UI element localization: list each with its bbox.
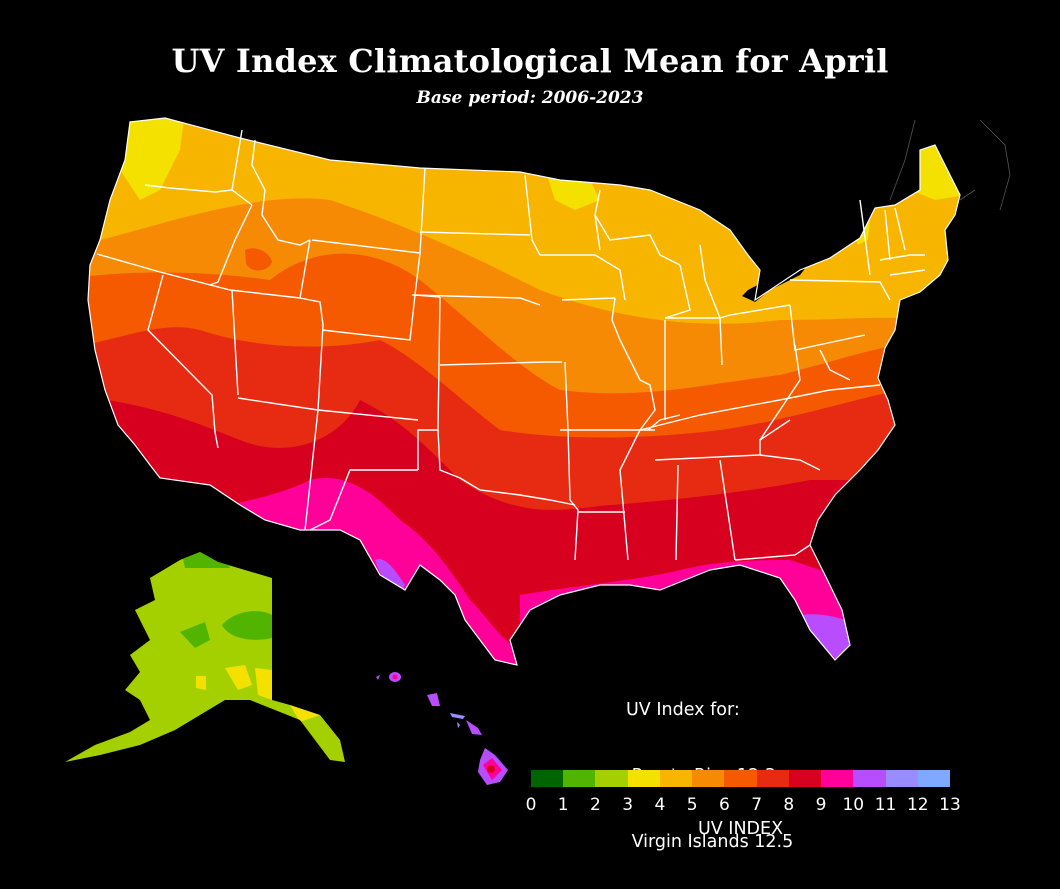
- colorbar-segment: [724, 770, 757, 787]
- colorbar-segment: [853, 770, 886, 787]
- alaska-uv-field: [65, 552, 345, 762]
- colorbar-segment: [531, 770, 564, 787]
- colorbar-segment: [595, 770, 628, 787]
- map-subtitle: Base period: 2006-2023: [416, 88, 644, 108]
- colorbar-tick-label: 1: [557, 795, 569, 815]
- note-heading: UV Index for:: [626, 700, 740, 720]
- map-title: UV Index Climatological Mean for April: [171, 42, 889, 80]
- colorbar-segment: [563, 770, 596, 787]
- colorbar-tick-label: 2: [590, 795, 601, 815]
- colorbar-segment: [659, 770, 693, 787]
- conus-coastline: [87, 117, 961, 666]
- state-borders: [96, 129, 926, 561]
- colorbar-tick-label: 11: [874, 795, 897, 815]
- colorbar-tick-label: 8: [783, 795, 795, 815]
- colorbar-tick-label: 9: [815, 795, 827, 815]
- colorbar-label: UV INDEX: [697, 819, 784, 839]
- colorbar-tick-label: 5: [686, 795, 698, 815]
- colorbar-ticks: 0 1 2 3 4 5 6 7 8 9 10 11 12 13: [526, 795, 961, 815]
- colorbar-segment: [692, 770, 725, 787]
- note-virgin-islands: Virgin Islands 12.5: [626, 832, 794, 852]
- colorbar-tick-label: 12: [906, 795, 929, 815]
- canada-outline: [889, 119, 1011, 211]
- colorbar-segment: [627, 770, 660, 787]
- colorbar-tick-label: 3: [622, 795, 634, 815]
- colorbar-tick-label: 10: [842, 795, 865, 815]
- colorbar-segment: [917, 770, 951, 787]
- colorbar-tick-label: 7: [751, 795, 763, 815]
- colorbar-segment: [788, 770, 822, 787]
- colorbar-segment: [756, 770, 789, 787]
- colorbar-segment: [885, 770, 918, 787]
- hawaii-uv-field: [376, 672, 508, 785]
- colorbar-segment: [821, 770, 854, 787]
- colorbar-tick-label: 13: [939, 795, 961, 815]
- territory-note: UV Index for: Puerto Rico 12.3 Virgin Is…: [626, 655, 793, 875]
- colorbar-tick-label: 4: [654, 795, 666, 815]
- colorbar: [531, 770, 951, 787]
- colorbar-tick-label: 0: [525, 795, 537, 815]
- colorbar-tick-label: 6: [718, 795, 730, 815]
- great-lakes: [742, 262, 810, 302]
